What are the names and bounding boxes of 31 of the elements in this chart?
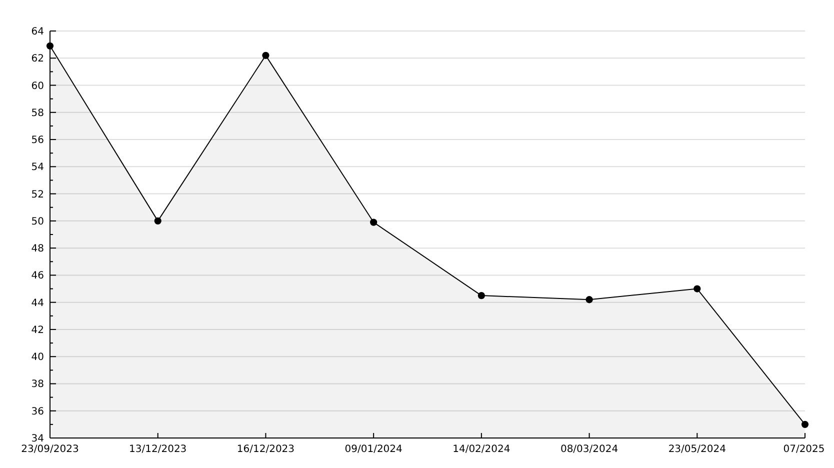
- y-tick-label: 52: [31, 189, 44, 200]
- point: [586, 296, 593, 304]
- x-tick-label: 13/12/2023: [129, 444, 187, 455]
- x-tick-label: 16/12/2023: [236, 444, 295, 455]
- x-tick-label: 23/09/2023: [21, 444, 79, 455]
- y-tick-label: 46: [31, 270, 44, 282]
- y-tick-label: 50: [31, 216, 44, 228]
- y-tick-label: 60: [31, 80, 44, 92]
- y-tick-label: 36: [31, 406, 44, 418]
- point: [262, 52, 270, 59]
- x-tick-label: 23/05/2024: [668, 444, 726, 455]
- y-tick-label: 54: [31, 162, 44, 174]
- y-tick-label: 56: [31, 135, 44, 146]
- y-tick-label: 42: [31, 324, 44, 336]
- y-tick-label: 44: [31, 298, 44, 309]
- x-tick-label: 08/03/2024: [560, 444, 618, 455]
- y-tick-label: 62: [31, 54, 44, 65]
- point: [801, 420, 809, 428]
- y-tick-label: 38: [31, 379, 44, 390]
- x-tick-label: 09/01/2024: [344, 444, 402, 455]
- point: [154, 217, 162, 224]
- x-tick-label: 14/02/2024: [452, 444, 510, 455]
- y-tick-label: 58: [31, 108, 44, 119]
- y-tick-label: 34: [31, 434, 44, 444]
- point: [694, 285, 701, 292]
- x-tick-label: 07/2025: [783, 444, 825, 455]
- point: [370, 218, 378, 226]
- y-tick-label: 64: [31, 26, 44, 38]
- y-tick-label: 40: [31, 352, 44, 364]
- y-tick-label: 48: [31, 244, 44, 255]
- point: [478, 292, 485, 300]
